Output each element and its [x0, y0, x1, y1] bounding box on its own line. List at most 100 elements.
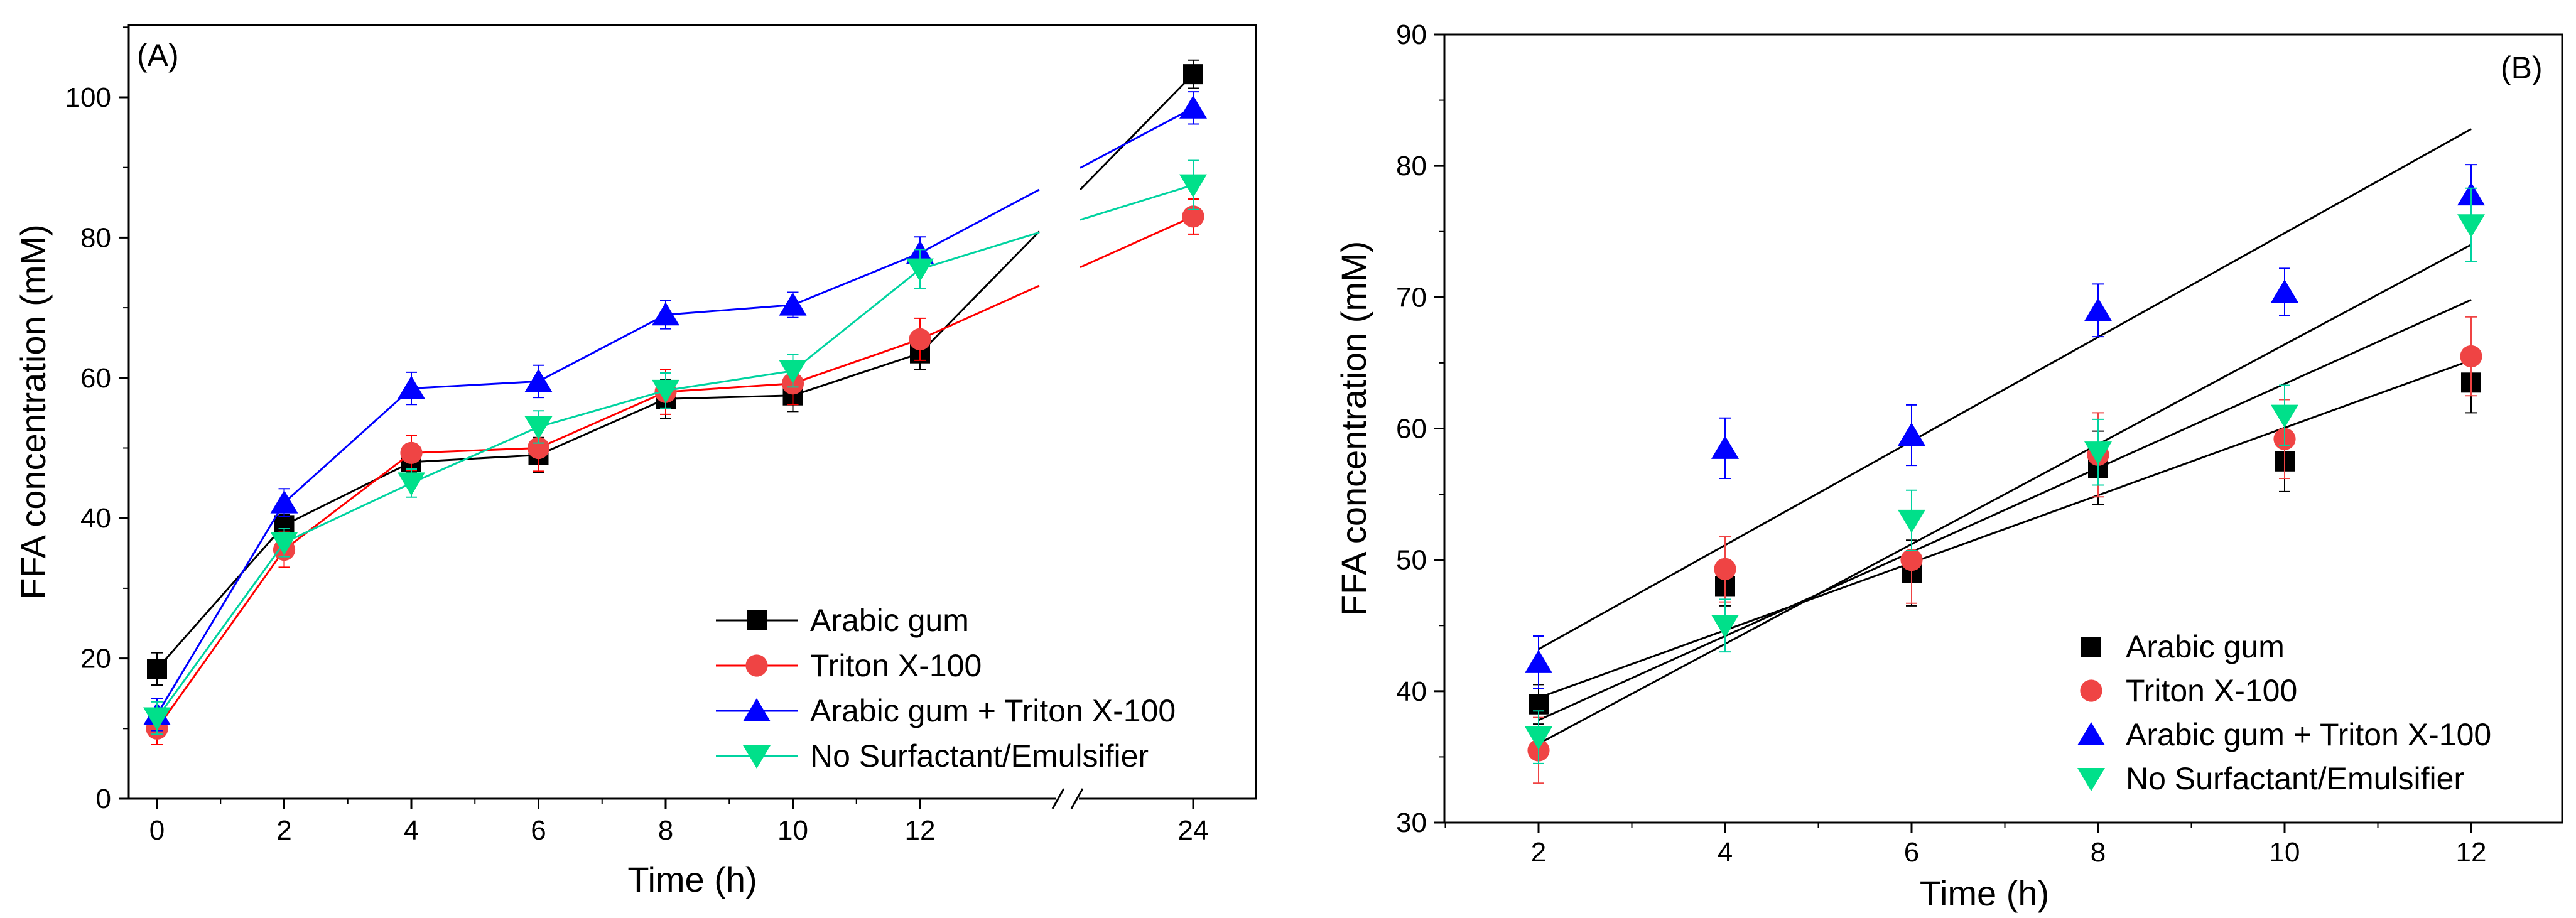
series-line-segment — [792, 252, 921, 306]
y-tick-label: 40 — [1396, 676, 1427, 707]
y-tick-label: 80 — [80, 222, 111, 253]
data-point — [2271, 279, 2298, 303]
series-line-segment — [283, 461, 412, 526]
legend-marker — [2080, 679, 2102, 702]
series-line-segment — [538, 389, 666, 428]
series-line-segment — [156, 549, 285, 730]
legend-marker — [2081, 637, 2101, 657]
x-tick-label: 2 — [1531, 837, 1546, 868]
data-point — [909, 328, 931, 350]
series-line-segment — [411, 426, 539, 484]
x-tick-label: 8 — [2091, 837, 2106, 868]
data-point — [652, 302, 679, 326]
series-no-surfactant-emulsifier — [143, 159, 1207, 735]
data-point — [1711, 435, 1739, 459]
data-point — [398, 472, 425, 496]
fit-line — [1538, 299, 2472, 721]
data-point — [906, 258, 934, 282]
series-line-segment — [919, 188, 1040, 254]
y-tick-label: 70 — [1396, 282, 1427, 313]
data-point — [147, 659, 167, 679]
x-tick-label: 8 — [658, 815, 673, 846]
y-tick-label: 60 — [1396, 414, 1427, 445]
x-tick-label: 6 — [531, 815, 546, 846]
legend-marker — [747, 610, 767, 630]
series-line-segment — [919, 230, 1041, 354]
series-line-segment — [538, 391, 666, 449]
series-line-segment — [283, 452, 412, 551]
x-tick-label: 4 — [1718, 837, 1733, 868]
legend-item: Arabic gum + Triton X-100 — [716, 693, 1176, 728]
series-line-segment — [665, 394, 793, 400]
panel-a-x-axis-label: Time (h) — [627, 860, 757, 899]
axis-break-mark — [1051, 788, 1065, 809]
data-point — [2460, 345, 2482, 368]
x-tick-label: 24 — [1178, 815, 1209, 846]
panel-b-axis-ticks: 2 4 6 8 10 12 30 40 50 60 70 80 90 — [1396, 19, 2486, 868]
legend-label: Arabic gum — [2126, 629, 2285, 664]
y-tick-label: 20 — [80, 644, 111, 674]
x-tick-label: 12 — [2456, 837, 2487, 868]
legend-item: No Surfactant/Emulsifier — [716, 738, 1149, 774]
x-tick-label: 6 — [1904, 837, 1919, 868]
fit-line — [1538, 359, 2472, 699]
data-point — [1183, 64, 1203, 85]
axis-break-mark — [1070, 788, 1084, 809]
series-triton-x-100 — [146, 198, 1204, 745]
y-tick-label: 50 — [1396, 545, 1427, 576]
data-point — [524, 416, 553, 440]
legend-label: Triton X-100 — [810, 648, 982, 683]
data-point — [652, 379, 679, 403]
panel-b: 2 4 6 8 10 12 30 40 50 60 70 80 90 (B) Time (h) FFA … — [1334, 19, 2563, 913]
data-point — [1898, 422, 1925, 446]
legend-item: Triton X-100 — [716, 648, 982, 683]
y-tick-label: 60 — [80, 363, 111, 394]
series-line-segment — [538, 397, 666, 456]
legend-label: Arabic gum + Triton X-100 — [2126, 717, 2491, 752]
series-no-surfactant-emulsifier — [1525, 187, 2485, 764]
series-line-segment — [1079, 73, 1194, 191]
series-line-segment — [411, 454, 539, 463]
legend-label: Arabic gum + Triton X-100 — [810, 693, 1176, 728]
legend-marker — [743, 745, 771, 769]
y-tick-label: 80 — [1396, 151, 1427, 181]
series-line-segment — [283, 482, 412, 544]
x-tick-label: 12 — [905, 815, 936, 846]
y-tick-label: 0 — [96, 784, 111, 814]
legend-item: Arabic gum + Triton X-100 — [2077, 717, 2491, 752]
data-point — [1898, 509, 1925, 533]
series-line-segment — [538, 313, 666, 382]
data-point — [270, 532, 298, 556]
series-arabic-gum — [147, 59, 1203, 686]
series-arabic-gum-triton-x-100 — [1525, 164, 2485, 689]
data-point — [1525, 649, 1552, 673]
data-point — [779, 292, 807, 316]
x-tick-label: 10 — [777, 815, 808, 846]
legend-item: No Surfactant/Emulsifier — [2077, 761, 2464, 796]
legend-marker — [745, 654, 768, 677]
panel-b-y-axis-label: FFA concentration (mM) — [1334, 241, 1373, 617]
y-tick-label: 30 — [1396, 807, 1427, 838]
panel-a-series — [143, 59, 1207, 745]
x-tick-label: 2 — [276, 815, 291, 846]
series-line-segment — [793, 338, 921, 385]
data-point — [143, 707, 171, 731]
panel-b-x-axis-label: Time (h) — [1920, 873, 2049, 913]
series-line-segment — [919, 231, 1040, 271]
y-tick-label: 100 — [65, 82, 111, 113]
panel-b-series — [1525, 128, 2485, 784]
data-point — [1525, 726, 1552, 750]
y-tick-label: 40 — [80, 503, 111, 534]
panel-b-legend: Arabic gum Triton X-100 Arabic gum + Trito… — [2077, 629, 2491, 796]
data-point — [1182, 205, 1204, 228]
series-line-segment — [156, 524, 285, 670]
legend-item: Arabic gum — [2081, 629, 2285, 664]
series-line-segment — [411, 447, 539, 454]
panel-b-label: (B) — [2501, 50, 2543, 85]
panel-a-label: (A) — [137, 38, 179, 73]
series-line-segment — [411, 380, 539, 390]
series-line-segment — [792, 268, 921, 372]
series-line-segment — [156, 542, 285, 719]
legend-item: Arabic gum — [716, 603, 969, 638]
